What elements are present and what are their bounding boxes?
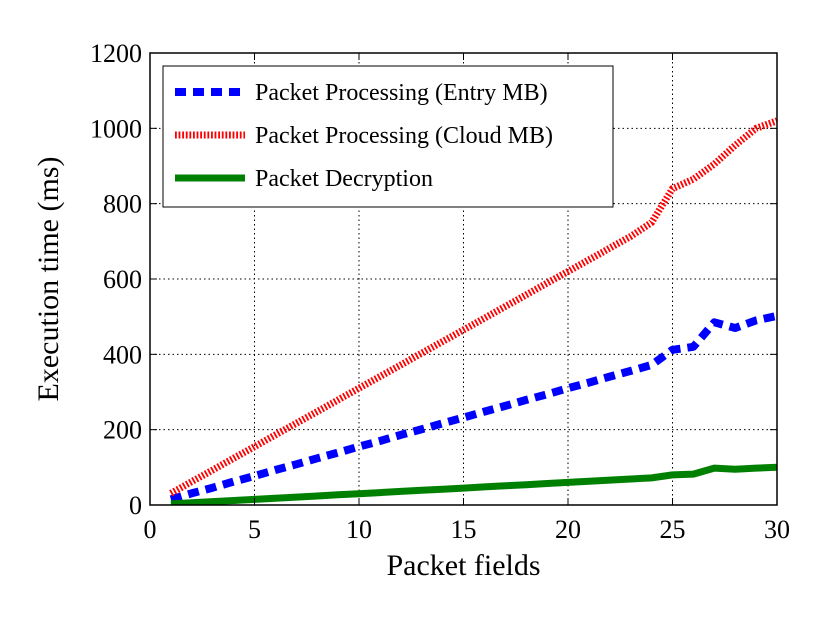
legend-label-1: Packet Processing (Cloud MB)	[255, 123, 553, 149]
y-tick-label: 1200	[90, 39, 142, 68]
x-tick-label: 20	[555, 515, 581, 544]
grid-lines	[150, 53, 777, 505]
legend: Packet Processing (Entry MB) Packet Proce…	[162, 65, 614, 208]
series-layer	[169, 117, 777, 505]
x-tick-label: 15	[451, 515, 477, 544]
x-axis-label: Packet fields	[386, 549, 540, 582]
x-tick-label: 30	[764, 515, 790, 544]
x-tick-label: 10	[346, 515, 372, 544]
series-line-1	[169, 117, 777, 497]
series-group-0	[169, 311, 777, 504]
x-tick-label: 5	[248, 515, 261, 544]
y-tick-label: 800	[103, 190, 142, 219]
y-tick-label: 0	[129, 491, 142, 520]
series-line-2	[170, 463, 777, 505]
series-group-2	[170, 463, 777, 505]
x-tick-label: 25	[660, 515, 686, 544]
legend-label-2: Packet Decryption	[255, 166, 433, 192]
legend-label-0: Packet Processing (Entry MB)	[255, 80, 548, 106]
axis-ticks: 0 5 10 15 20 25 30 0 200 400 600 800 1000 1200	[90, 39, 790, 544]
y-tick-label: 200	[103, 416, 142, 445]
series-group-1	[169, 117, 777, 497]
y-axis-label: Execution time (ms)	[32, 157, 65, 402]
series-line-0	[169, 311, 777, 504]
y-tick-label: 1000	[90, 114, 142, 143]
y-tick-label: 400	[103, 340, 142, 369]
x-tick-label: 0	[144, 515, 157, 544]
y-tick-label: 600	[103, 265, 142, 294]
